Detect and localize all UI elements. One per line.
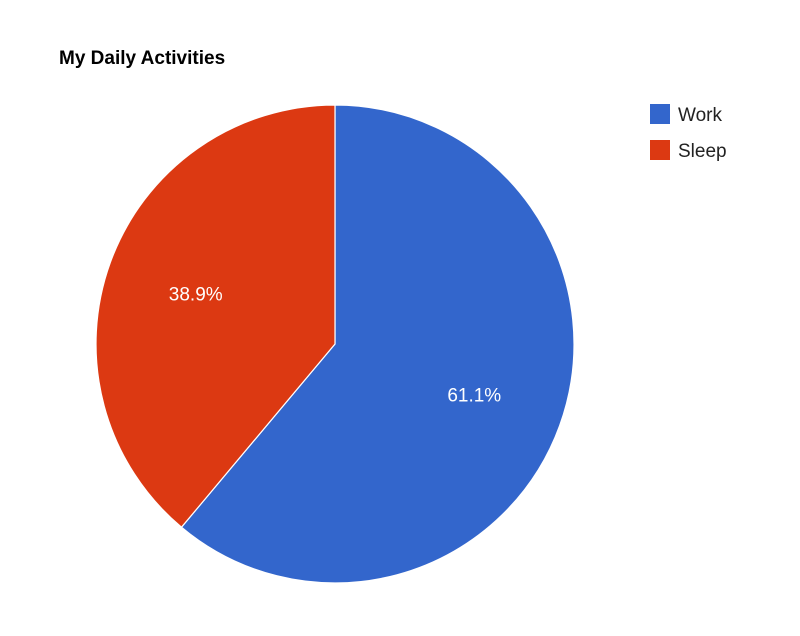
pie-slice-labels: 61.1% 38.9% <box>169 284 502 406</box>
slice-label-work: 61.1% <box>447 386 501 407</box>
slice-label-sleep: 38.9% <box>169 284 223 305</box>
legend-label-work[interactable]: Work <box>678 105 722 126</box>
pie-slice-work[interactable] <box>180 104 575 584</box>
legend-swatch-sleep[interactable] <box>650 140 670 160</box>
legend: Work Sleep <box>650 104 727 162</box>
pie-slices <box>95 104 575 584</box>
legend-label-sleep[interactable]: Sleep <box>678 141 727 162</box>
pie-slice-sleep[interactable] <box>95 104 336 529</box>
chart-title: My Daily Activities <box>59 48 225 69</box>
legend-swatch-work[interactable] <box>650 104 670 124</box>
